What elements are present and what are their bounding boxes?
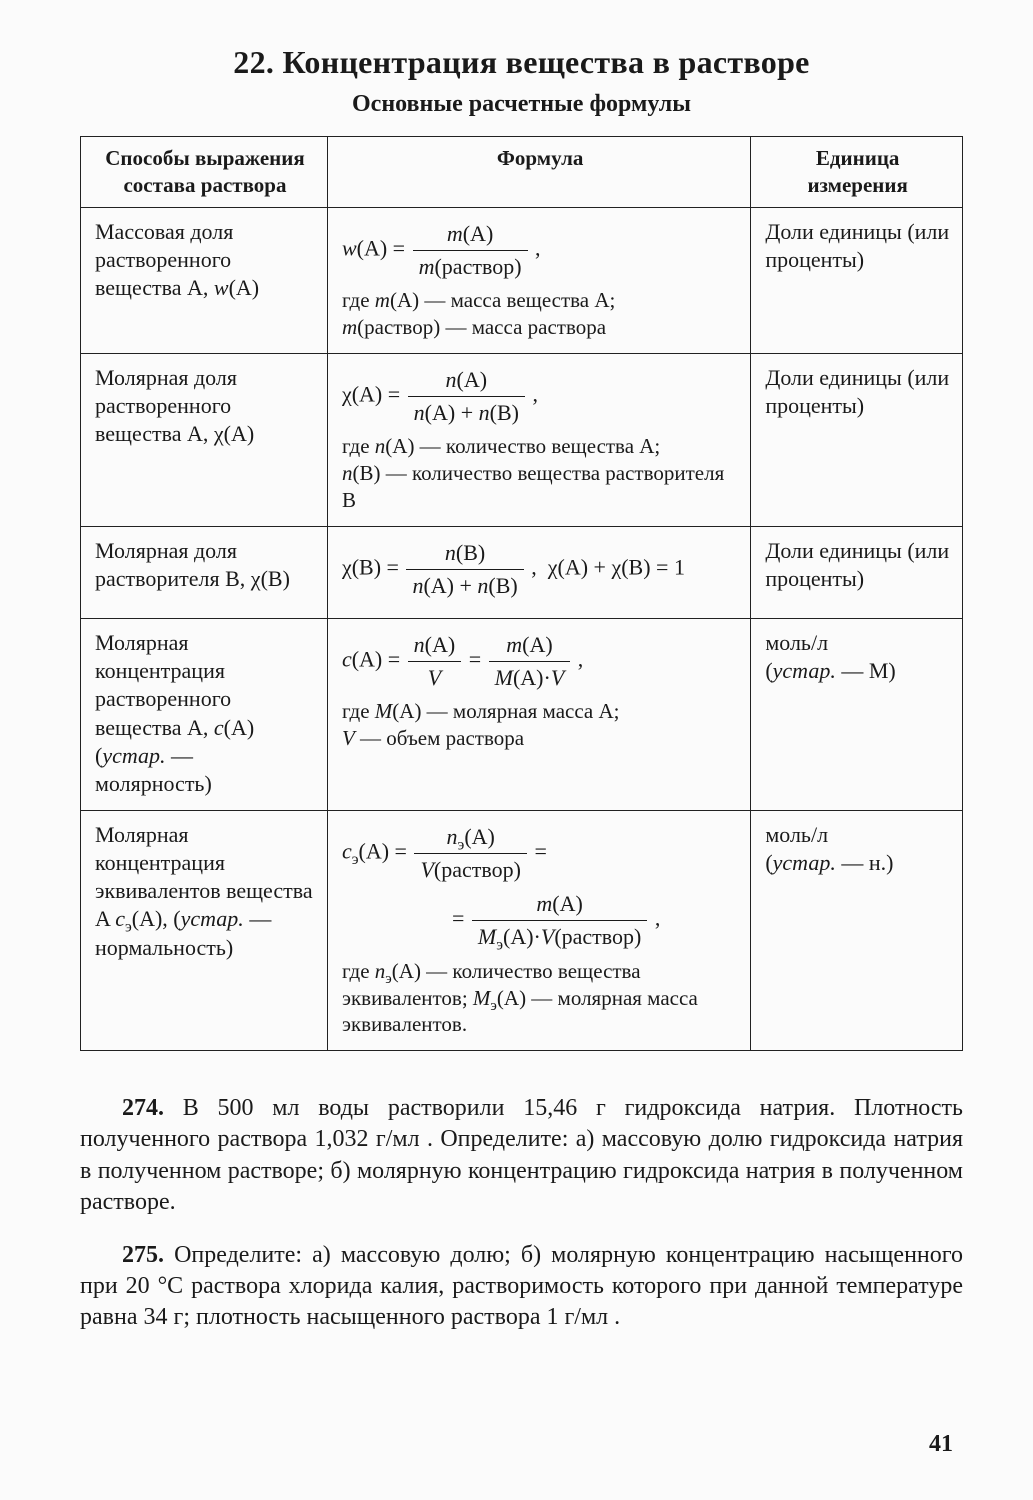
cell-method: Молярная доля растворителя B, χ(B): [81, 526, 328, 618]
page: 22. Концентрация вещества в растворе Осн…: [0, 0, 1033, 1500]
cell-unit: моль/л(устар. — н.): [751, 811, 963, 1051]
table-row: Молярная концентрация растворенного веще…: [81, 619, 963, 811]
table-header-row: Способы выражения состава раствора Форму…: [81, 137, 963, 208]
cell-method: Молярная концентрация эквивалентов вещес…: [81, 811, 328, 1051]
cell-formula: c(A) = n(A)V = m(A)M(A)·V ,где M(A) — мо…: [327, 619, 750, 811]
col-header-unit: Единица измерения: [751, 137, 963, 208]
task-paragraph: 275. Определите: а) массовую долю; б) мо…: [80, 1240, 963, 1334]
tasks-block: 274. В 500 мл воды растворили 15,46 г ги…: [80, 1093, 963, 1333]
cell-unit: Доли единицы (или проценты): [751, 526, 963, 618]
cell-formula: χ(B) = n(B)n(A) + n(B) , χ(A) + χ(B) = 1: [327, 526, 750, 618]
page-number: 41: [929, 1431, 953, 1458]
cell-formula: χ(A) = n(A)n(A) + n(B) ,где n(A) — колич…: [327, 353, 750, 526]
cell-method: Массовая доля растворенного вещества A, …: [81, 207, 328, 353]
cell-unit: Доли единицы (или проценты): [751, 353, 963, 526]
table-row: Молярная доля растворителя B, χ(B)χ(B) =…: [81, 526, 963, 618]
cell-unit: Доли единицы (или проценты): [751, 207, 963, 353]
table-row: Массовая доля растворенного вещества A, …: [81, 207, 963, 353]
table-row: Молярная концентрация эквивалентов вещес…: [81, 811, 963, 1051]
cell-method: Молярная доля растворенного вещества A, …: [81, 353, 328, 526]
task-paragraph: 274. В 500 мл воды растворили 15,46 г ги…: [80, 1093, 963, 1218]
table-row: Молярная доля растворенного вещества A, …: [81, 353, 963, 526]
col-header-formula: Формула: [327, 137, 750, 208]
cell-formula: cэ(A) = nэ(A)V(раствор) == m(A)Mэ(A)·V(р…: [327, 811, 750, 1051]
cell-method: Молярная концентрация растворенного веще…: [81, 619, 328, 811]
col-header-method: Способы выражения состава раствора: [81, 137, 328, 208]
section-title: 22. Концентрация вещества в растворе: [80, 44, 963, 81]
cell-formula: w(A) = m(A)m(раствор) ,где m(A) — масса …: [327, 207, 750, 353]
table-body: Массовая доля растворенного вещества A, …: [81, 207, 963, 1051]
formula-table: Способы выражения состава раствора Форму…: [80, 136, 963, 1051]
section-subtitle: Основные расчетные формулы: [80, 91, 963, 118]
cell-unit: моль/л(устар. — М): [751, 619, 963, 811]
